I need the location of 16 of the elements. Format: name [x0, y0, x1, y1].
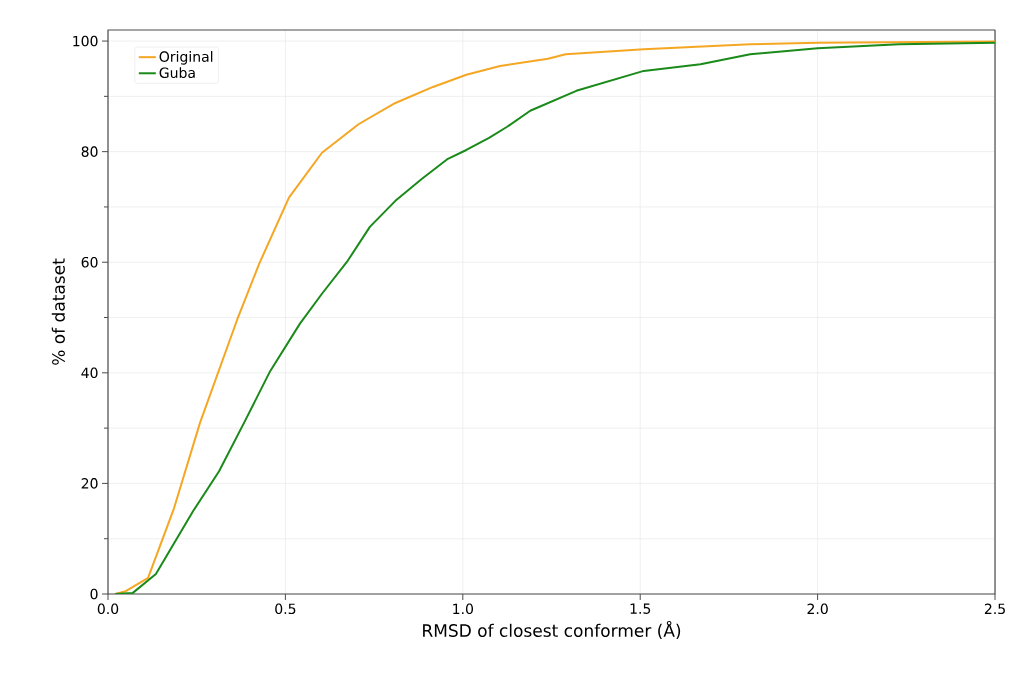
x-tick-label: 1.5: [630, 603, 651, 614]
x-tick-label: 0.5: [275, 603, 296, 615]
y-tick-label: 80: [81, 146, 98, 157]
x-axis-title: RMSD of closest conformer (Å): [423, 620, 681, 639]
x-tick-label: 2.5: [984, 603, 1005, 615]
legend-label: Guba: [159, 67, 195, 79]
y-tick-label: 0: [90, 588, 98, 600]
legend-label: Original: [159, 51, 213, 65]
x-tick-label: 0.0: [97, 603, 119, 615]
y-axis-title: % of dataset: [51, 258, 65, 365]
y-tick-label: 40: [81, 367, 98, 379]
x-tick-label: 1.0: [453, 603, 474, 615]
y-tick-label: 20: [81, 478, 98, 489]
y-tick-label: 100: [73, 35, 98, 47]
x-tick-label: 2.0: [807, 603, 828, 615]
y-tick-label: 60: [81, 256, 98, 268]
